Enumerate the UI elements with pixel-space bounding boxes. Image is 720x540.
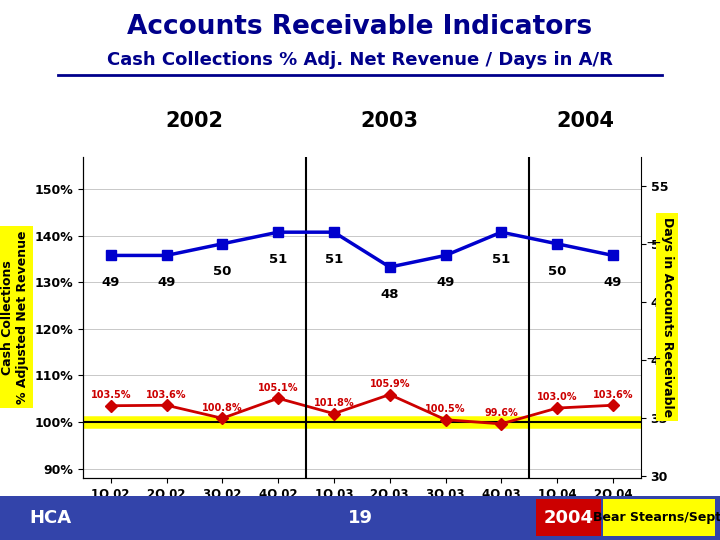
Text: 100.8%: 100.8% <box>202 403 243 413</box>
Text: 103.6%: 103.6% <box>593 390 633 400</box>
Text: 2003: 2003 <box>361 111 419 131</box>
FancyBboxPatch shape <box>603 500 715 536</box>
Text: 49: 49 <box>157 276 176 289</box>
Text: 99.6%: 99.6% <box>485 408 518 418</box>
FancyBboxPatch shape <box>536 500 601 536</box>
Text: Cash Collections % Adj. Net Revenue / Days in A/R: Cash Collections % Adj. Net Revenue / Da… <box>107 51 613 69</box>
Text: 100.5%: 100.5% <box>426 404 466 414</box>
Text: 50: 50 <box>548 265 567 278</box>
Text: —: — <box>647 353 660 367</box>
Y-axis label: Cash Collections
% Adjusted Net Revenue: Cash Collections % Adjusted Net Revenue <box>1 231 29 404</box>
Text: 48: 48 <box>380 288 399 301</box>
Y-axis label: Days in Accounts Receivable: Days in Accounts Receivable <box>660 217 674 417</box>
FancyBboxPatch shape <box>7 500 94 536</box>
Text: 101.8%: 101.8% <box>314 398 354 408</box>
Text: 50: 50 <box>213 265 232 278</box>
Text: 49: 49 <box>603 276 622 289</box>
Text: 103.5%: 103.5% <box>91 390 131 400</box>
Text: —: — <box>647 237 660 251</box>
Text: 103.0%: 103.0% <box>537 393 577 402</box>
Text: 105.9%: 105.9% <box>369 379 410 389</box>
Text: 2004: 2004 <box>556 111 614 131</box>
Text: 103.6%: 103.6% <box>146 390 186 400</box>
Text: 2002: 2002 <box>166 111 223 131</box>
Text: HCA: HCA <box>30 509 71 527</box>
Text: 2004: 2004 <box>544 509 594 527</box>
Text: 49: 49 <box>436 276 455 289</box>
Text: 51: 51 <box>492 253 510 266</box>
Text: Accounts Receivable Indicators: Accounts Receivable Indicators <box>127 14 593 39</box>
Text: 19: 19 <box>348 509 372 527</box>
Text: 105.1%: 105.1% <box>258 383 298 393</box>
Text: 51: 51 <box>269 253 287 266</box>
Text: Bear Stearns/Sept.: Bear Stearns/Sept. <box>593 511 720 524</box>
Text: 49: 49 <box>102 276 120 289</box>
Text: 51: 51 <box>325 253 343 266</box>
